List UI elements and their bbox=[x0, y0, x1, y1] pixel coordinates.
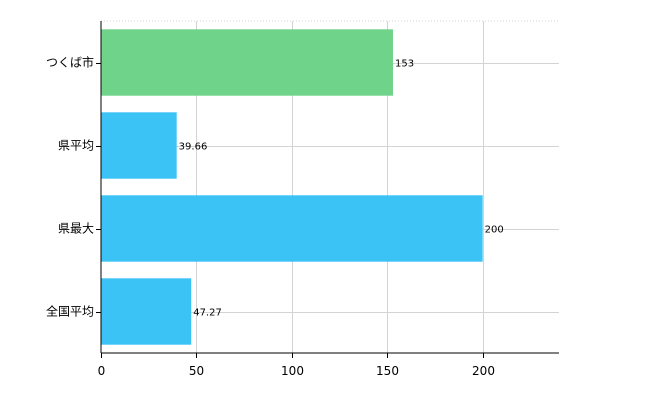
category-label: 県平均 bbox=[58, 139, 94, 153]
x-tick-label: 150 bbox=[376, 364, 399, 378]
bar-2 bbox=[101, 195, 483, 262]
label-layer: 0 50 100 150 200 つくば市 153 県平均 39.66 県最大 200 全国平均 47.… bbox=[46, 55, 504, 379]
axis-layer bbox=[100, 21, 559, 354]
value-label: 153 bbox=[395, 59, 414, 70]
x-tick-label: 100 bbox=[281, 364, 304, 378]
x-tick-label: 50 bbox=[189, 364, 204, 378]
x-tick-label: 0 bbox=[98, 364, 106, 378]
category-label: 県最大 bbox=[58, 222, 94, 236]
value-label: 47.27 bbox=[193, 308, 222, 319]
bar-0 bbox=[101, 29, 393, 96]
bar-3 bbox=[101, 278, 192, 345]
x-tick-label: 200 bbox=[472, 364, 495, 378]
category-label: 全国平均 bbox=[46, 304, 94, 319]
value-label: 39.66 bbox=[179, 142, 208, 153]
category-label: つくば市 bbox=[46, 55, 94, 70]
bar-1 bbox=[101, 112, 177, 179]
bar-layer bbox=[101, 29, 483, 345]
value-label: 200 bbox=[485, 225, 504, 236]
